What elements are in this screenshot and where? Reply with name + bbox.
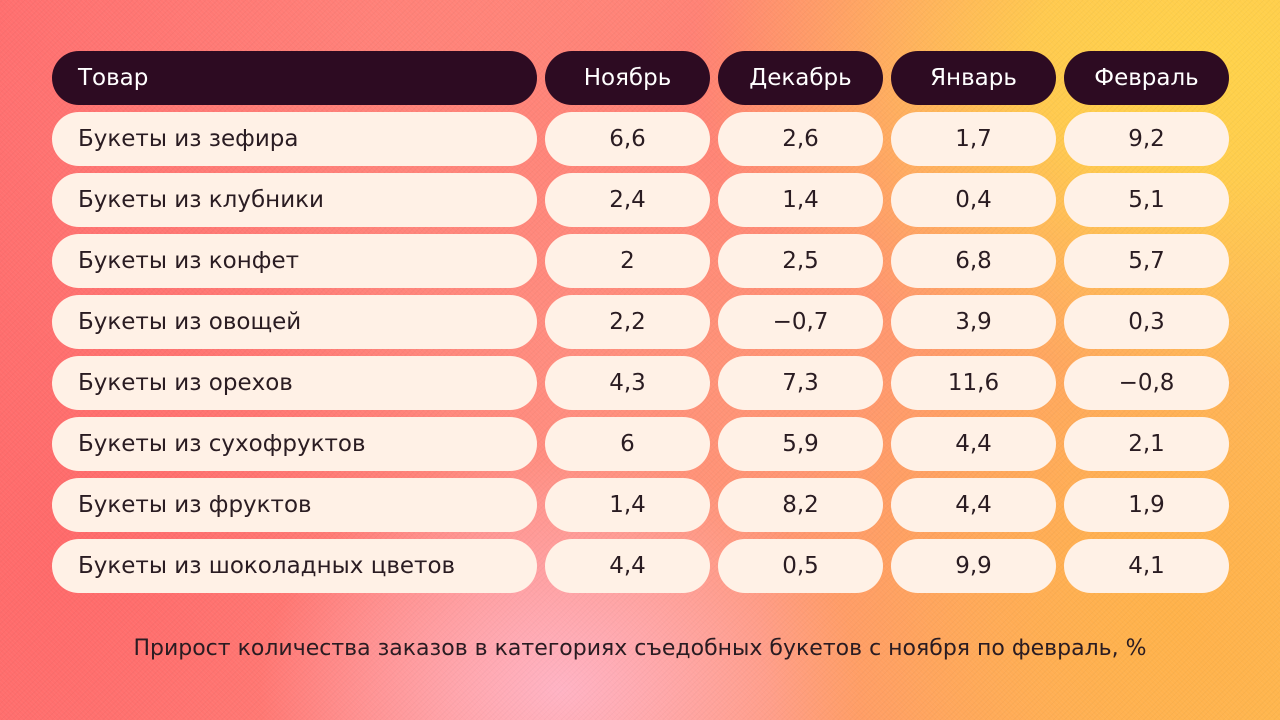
value-cell: 0,5: [718, 539, 883, 593]
product-cell: Букеты из зефира: [52, 112, 537, 166]
value-cell: 9,2: [1064, 112, 1229, 166]
value-cell: 1,4: [545, 478, 710, 532]
product-cell: Букеты из овощей: [52, 295, 537, 349]
table-row: Букеты из конфет 2 2,5 6,8 5,7: [52, 234, 1229, 288]
value-cell: −0,7: [718, 295, 883, 349]
value-cell: 0,3: [1064, 295, 1229, 349]
column-header-november: Ноябрь: [545, 51, 710, 105]
value-cell: 2,5: [718, 234, 883, 288]
value-cell: 8,2: [718, 478, 883, 532]
value-cell: 5,1: [1064, 173, 1229, 227]
value-cell: −0,8: [1064, 356, 1229, 410]
table-row: Букеты из сухофруктов 6 5,9 4,4 2,1: [52, 417, 1229, 471]
product-cell: Букеты из сухофруктов: [52, 417, 537, 471]
table-row: Букеты из шоколадных цветов 4,4 0,5 9,9 …: [52, 539, 1229, 593]
product-cell: Букеты из клубники: [52, 173, 537, 227]
product-cell: Букеты из шоколадных цветов: [52, 539, 537, 593]
value-cell: 2: [545, 234, 710, 288]
value-cell: 3,9: [891, 295, 1056, 349]
product-cell: Букеты из орехов: [52, 356, 537, 410]
value-cell: 6,8: [891, 234, 1056, 288]
value-cell: 1,7: [891, 112, 1056, 166]
value-cell: 2,1: [1064, 417, 1229, 471]
value-cell: 4,4: [891, 478, 1056, 532]
column-header-december: Декабрь: [718, 51, 883, 105]
value-cell: 7,3: [718, 356, 883, 410]
value-cell: 9,9: [891, 539, 1056, 593]
value-cell: 4,4: [545, 539, 710, 593]
value-cell: 11,6: [891, 356, 1056, 410]
value-cell: 1,4: [718, 173, 883, 227]
value-cell: 2,6: [718, 112, 883, 166]
product-cell: Букеты из фруктов: [52, 478, 537, 532]
value-cell: 2,4: [545, 173, 710, 227]
table-row: Букеты из клубники 2,4 1,4 0,4 5,1: [52, 173, 1229, 227]
value-cell: 4,3: [545, 356, 710, 410]
value-cell: 0,4: [891, 173, 1056, 227]
column-header-product: Товар: [52, 51, 537, 105]
value-cell: 5,7: [1064, 234, 1229, 288]
value-cell: 6: [545, 417, 710, 471]
value-cell: 4,4: [891, 417, 1056, 471]
value-cell: 4,1: [1064, 539, 1229, 593]
data-table: Товар Ноябрь Декабрь Январь Февраль Буке…: [52, 51, 1229, 600]
value-cell: 1,9: [1064, 478, 1229, 532]
table-header-row: Товар Ноябрь Декабрь Январь Февраль: [52, 51, 1229, 105]
value-cell: 2,2: [545, 295, 710, 349]
table-row: Букеты из орехов 4,3 7,3 11,6 −0,8: [52, 356, 1229, 410]
value-cell: 6,6: [545, 112, 710, 166]
table-row: Букеты из зефира 6,6 2,6 1,7 9,2: [52, 112, 1229, 166]
column-header-february: Февраль: [1064, 51, 1229, 105]
column-header-january: Январь: [891, 51, 1056, 105]
table-row: Букеты из фруктов 1,4 8,2 4,4 1,9: [52, 478, 1229, 532]
product-cell: Букеты из конфет: [52, 234, 537, 288]
table-caption: Прирост количества заказов в категориях …: [133, 636, 1147, 661]
value-cell: 5,9: [718, 417, 883, 471]
table-row: Букеты из овощей 2,2 −0,7 3,9 0,3: [52, 295, 1229, 349]
